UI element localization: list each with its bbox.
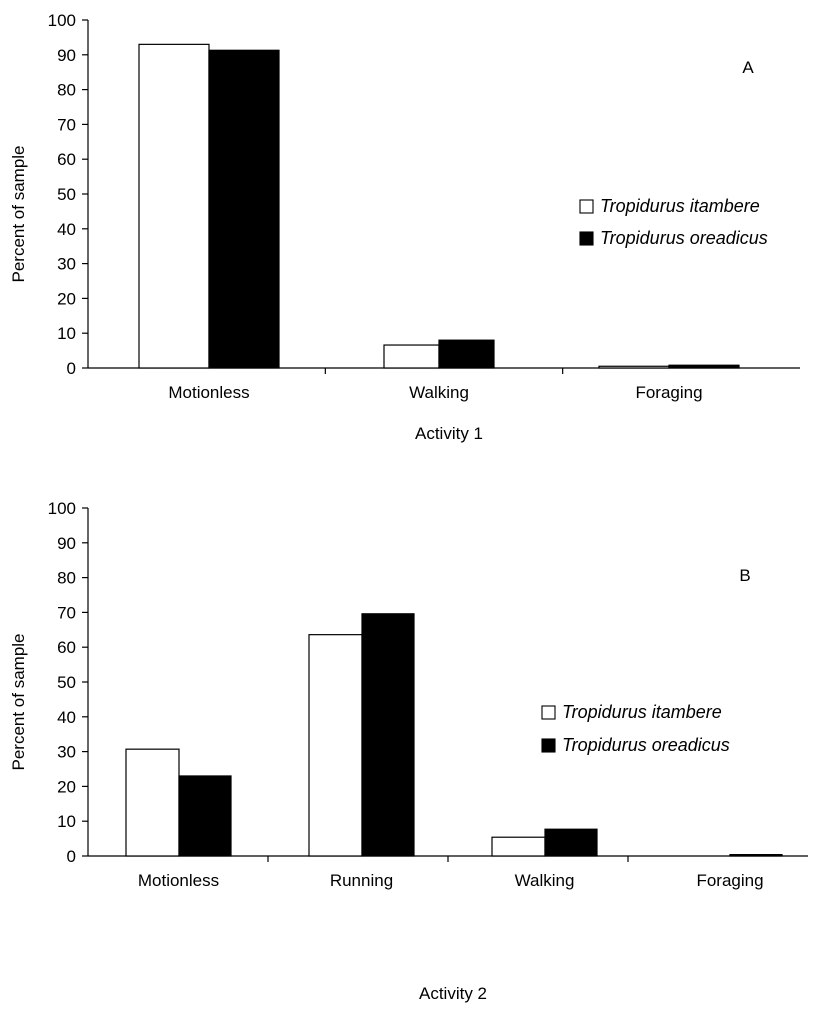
x-tick-label: Running [330,871,393,890]
legend-entry: Tropidurus itambere [562,702,722,722]
y-tick-label: 0 [67,359,76,378]
y-tick-label: 30 [57,743,76,762]
y-tick-label: 20 [57,777,76,796]
y-tick-label: 60 [57,150,76,169]
bar-oreadicus-foraging [729,854,783,857]
x-axis-title: Activity 1 [415,424,483,443]
x-axis-title: Activity 2 [419,984,487,1003]
y-tick-label: 40 [57,708,76,727]
bar-oreadicus-foraging [668,364,740,369]
y-tick-label: 10 [57,324,76,343]
bar-oreadicus-motionless [208,49,280,369]
legend-entry: Tropidurus oreadicus [562,735,730,755]
y-tick-label: 50 [57,673,76,692]
bar-itambere-walking [383,344,440,369]
x-tick-label: Walking [409,383,469,402]
bar-oreadicus-walking [438,339,495,369]
bar-itambere-running [308,634,363,857]
bar-itambere-motionless [125,748,180,857]
bar-oreadicus-walking [544,828,598,857]
y-tick-label: 70 [57,115,76,134]
chart-panel-b: 0 10 20 30 40 50 60 70 80 90 100 Motionless Running W… [9,499,808,1003]
legend-swatch [579,199,594,214]
panel-letter: A [742,58,754,77]
bar-itambere-foraging [598,365,670,369]
chart-panel-a: 0 10 20 30 40 50 60 70 80 90 100 Motionless Walking F… [9,11,800,443]
x-tick-label: Foraging [635,383,702,402]
y-axis-title: Percent of sample [9,633,28,770]
bar-itambere-walking [491,836,546,857]
y-tick-label: 100 [48,11,76,30]
y-tick-label: 50 [57,185,76,204]
legend-swatch [541,705,556,720]
y-tick-label: 20 [57,289,76,308]
legend-entry: Tropidurus itambere [600,196,760,216]
y-tick-label: 100 [48,499,76,518]
legend-entry: Tropidurus oreadicus [600,228,768,248]
legend-swatch [541,738,556,753]
panel-letter: B [739,566,750,585]
y-tick-label: 90 [57,46,76,65]
bar-oreadicus-running [361,613,415,857]
y-axis-title: Percent of sample [9,145,28,282]
y-tick-label: 80 [57,81,76,100]
bar-oreadicus-motionless [178,775,232,857]
y-tick-label: 0 [67,847,76,866]
y-tick-label: 40 [57,220,76,239]
y-tick-label: 60 [57,638,76,657]
x-tick-label: Motionless [138,871,219,890]
y-tick-label: 90 [57,534,76,553]
x-tick-label: Motionless [168,383,249,402]
y-tick-label: 10 [57,812,76,831]
y-tick-label: 80 [57,569,76,588]
y-tick-label: 30 [57,255,76,274]
legend-swatch [579,231,594,246]
bar-itambere-motionless [138,43,210,369]
x-tick-label: Walking [515,871,575,890]
x-tick-label: Foraging [696,871,763,890]
y-tick-label: 70 [57,603,76,622]
